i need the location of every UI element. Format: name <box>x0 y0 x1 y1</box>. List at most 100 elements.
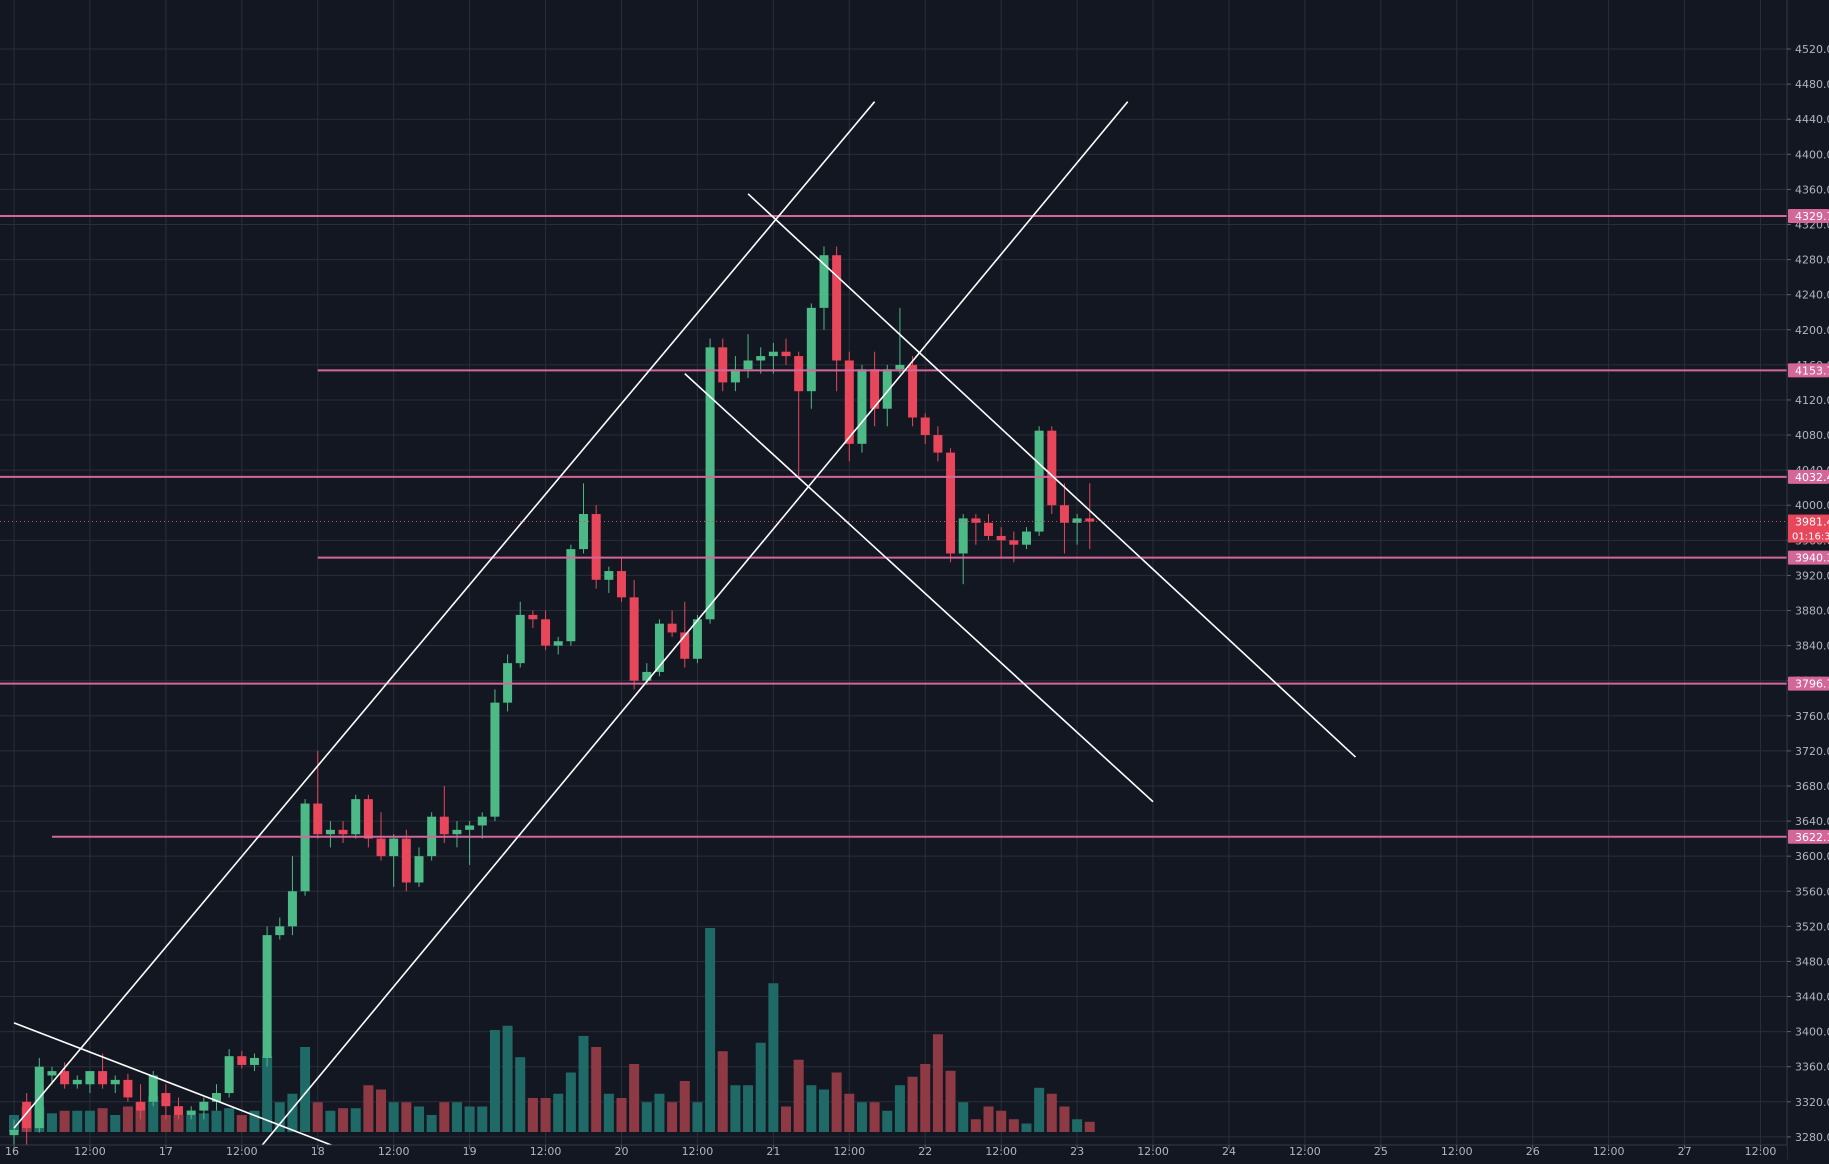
volume-bar <box>553 1093 564 1132</box>
candle-body <box>313 803 323 835</box>
candle-body <box>47 1071 57 1076</box>
candle-body <box>1059 505 1069 523</box>
volume-bar <box>1034 1087 1045 1132</box>
price-tick-label: 3920.0 <box>1795 569 1829 582</box>
price-tick-label: 4480.0 <box>1795 78 1829 91</box>
time-tick-label: 25 <box>1374 1145 1388 1158</box>
candle-body <box>718 347 728 383</box>
price-level-tag-label: 3622.1 <box>1795 831 1829 844</box>
trend-line-channel-up-lower[interactable] <box>253 101 1129 1155</box>
price-tick-label: 3640.0 <box>1795 815 1829 828</box>
candle-body <box>528 614 538 620</box>
volume-bar <box>755 1042 766 1132</box>
volume-bar <box>667 1102 678 1132</box>
time-tick-label: 27 <box>1678 1145 1692 1158</box>
volume-bar <box>591 1047 602 1132</box>
candle-body <box>351 799 361 835</box>
volume-bar <box>856 1102 867 1132</box>
time-tick-label: 22 <box>918 1145 932 1158</box>
time-axis[interactable]: 16 12:00 17 12:00 18 12:00 19 12:00 20 12:00 21 12:… <box>0 1144 1787 1160</box>
candle-body <box>161 1093 171 1107</box>
time-tick-label: 20 <box>614 1145 628 1158</box>
volume-bar <box>46 1113 57 1132</box>
trend-line-old-trend[interactable] <box>13 1022 356 1156</box>
candle-body <box>996 535 1006 541</box>
horizontal-levels[interactable] <box>0 214 1787 838</box>
bar-countdown-label: 01:16:31 <box>1792 532 1829 543</box>
volume-bar <box>477 1106 488 1132</box>
last-price-label: 3981.4 <box>1795 516 1829 529</box>
time-tick-label: 26 <box>1526 1145 1540 1158</box>
last-price-tag <box>1788 514 1829 543</box>
volume-bar <box>920 1064 931 1132</box>
candle-body <box>186 1110 196 1115</box>
volume-bar <box>173 1115 184 1132</box>
candle-body <box>844 360 854 444</box>
trend-line-channel-down-lower[interactable] <box>684 373 1154 803</box>
volume-bar <box>743 1085 754 1132</box>
volume-bar <box>388 1102 399 1132</box>
volume-bar <box>426 1115 437 1132</box>
volume-bar <box>603 1093 614 1132</box>
candle-body <box>60 1071 70 1085</box>
volume-bar <box>844 1093 855 1132</box>
grid-lines <box>0 0 1787 1145</box>
candle-body <box>262 935 272 1058</box>
volume-bar <box>451 1102 462 1132</box>
price-tick-label: 3880.0 <box>1795 605 1829 618</box>
price-level-tag <box>1788 469 1829 484</box>
price-tick-label: 3360.0 <box>1795 1061 1829 1074</box>
price-tick-label: 3480.0 <box>1795 955 1829 968</box>
volume-bar <box>1021 1123 1032 1132</box>
candle-body <box>553 641 563 646</box>
candle-body <box>110 1079 120 1085</box>
volume-bar <box>312 1102 323 1132</box>
candle-body <box>325 829 335 835</box>
candle-body <box>287 891 297 927</box>
time-tick-label: 12:00 <box>1137 1145 1169 1158</box>
volume-bar <box>768 983 779 1132</box>
volume-bar <box>970 1119 981 1132</box>
volume-bar <box>224 1108 235 1132</box>
time-tick-label: 12:00 <box>378 1145 410 1158</box>
price-axis[interactable]: 3280.0 3320.0 3360.0 3400.0 3440.0 3480.0 3520… <box>1786 0 1829 1160</box>
candle-body <box>148 1075 158 1102</box>
candle-body <box>579 514 589 550</box>
candle-body <box>389 838 399 857</box>
candle-body <box>85 1071 95 1085</box>
candle-body <box>1085 518 1095 522</box>
price-level-tag-label: 4032.4 <box>1795 471 1829 484</box>
volume-bar <box>110 1115 121 1132</box>
volume-bar <box>629 1064 640 1132</box>
trend-lines[interactable] <box>13 101 1357 1156</box>
candle-body <box>768 351 778 357</box>
candle-body <box>237 1056 247 1065</box>
candle-body <box>211 1093 221 1102</box>
candle-body <box>401 838 411 883</box>
volume-bar <box>439 1102 450 1132</box>
time-tick-label: 17 <box>159 1145 173 1158</box>
volume-bar <box>540 1098 551 1132</box>
candle-body <box>376 838 386 857</box>
price-level-tag-label: 4329.7 <box>1795 210 1829 223</box>
candle-body <box>743 360 753 370</box>
trend-line-channel-up-upper[interactable] <box>13 101 876 1129</box>
price-axis-background <box>1787 0 1829 1160</box>
volume-bar <box>413 1106 424 1132</box>
price-tick-label: 3520.0 <box>1795 920 1829 933</box>
price-tick-label: 4280.0 <box>1795 254 1829 267</box>
candle-body <box>439 816 449 835</box>
time-tick-label: 12:00 <box>1593 1145 1625 1158</box>
price-tick-label: 3720.0 <box>1795 745 1829 758</box>
time-tick-label: 18 <box>311 1145 325 1158</box>
price-tick-label: 4200.0 <box>1795 324 1829 337</box>
price-tick-label: 3280.0 <box>1795 1131 1829 1144</box>
price-tick-label: 4520.0 <box>1795 43 1829 56</box>
volume-bar <box>401 1102 412 1132</box>
trend-line-channel-down-upper[interactable] <box>747 193 1357 758</box>
volume-bar <box>565 1072 576 1132</box>
volume-bar <box>148 1096 159 1132</box>
candle-body <box>1034 430 1044 532</box>
